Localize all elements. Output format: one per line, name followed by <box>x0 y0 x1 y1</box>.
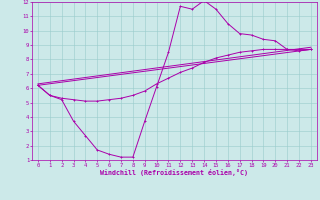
X-axis label: Windchill (Refroidissement éolien,°C): Windchill (Refroidissement éolien,°C) <box>100 169 248 176</box>
